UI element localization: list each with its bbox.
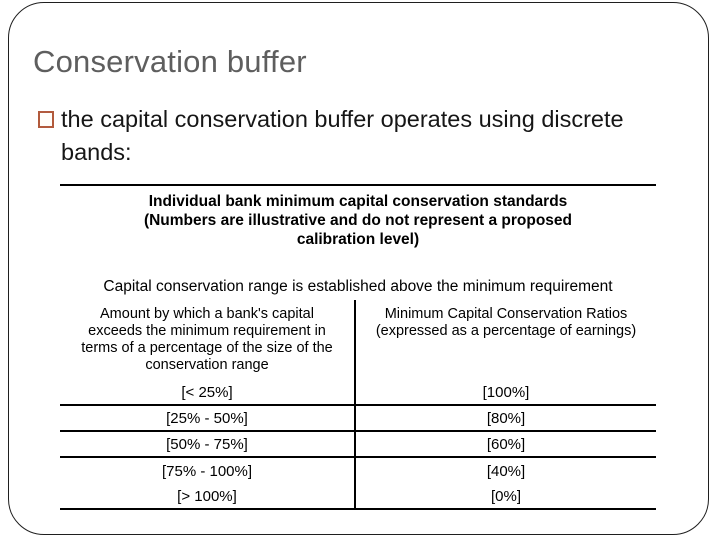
capital-range-cell: [50% - 75%]: [166, 435, 248, 453]
table-row: [50% - 75%] [60%]: [60, 432, 656, 458]
slide-border: [8, 2, 709, 535]
bullet-square-icon: [38, 111, 54, 128]
capital-range-header: Amount by which a bank's capital exceeds…: [81, 306, 333, 373]
bullet-item: the capital conservation buffer operates…: [38, 103, 681, 169]
table-row: [25% - 50%] [80%]: [60, 406, 656, 432]
table-heading-note: (Numbers are illustrative and do not rep…: [143, 212, 573, 248]
table-row: [> 100%] [0%]: [60, 484, 656, 508]
capital-range-cell: [25% - 50%]: [166, 409, 248, 427]
table-header-row: Amount by which a bank's capital exceeds…: [60, 300, 656, 380]
slide-title: Conservation buffer: [33, 44, 307, 79]
conservation-ratio-cell: [60%]: [354, 432, 656, 456]
conservation-ratio-cell: [80%]: [354, 406, 656, 430]
capital-range-cell: [> 100%]: [177, 487, 237, 505]
conservation-ratio-cell: [0%]: [354, 484, 656, 508]
table-heading: Individual bank minimum capital conserva…: [148, 193, 568, 210]
table-columns: Amount by which a bank's capital exceeds…: [60, 300, 656, 510]
capital-range-cell: [75% - 100%]: [161, 462, 253, 480]
conservation-ratio-cell: [100%]: [354, 380, 656, 404]
table-note: Capital conservation range is establishe…: [103, 278, 613, 295]
capital-range-cell: [< 25%]: [181, 383, 233, 401]
conservation-ratio-header: Minimum Capital Conservation Ratios (exp…: [375, 306, 637, 339]
table-row: [75% - 100%] [40%]: [60, 458, 656, 484]
capital-range-header-cell: Amount by which a bank's capital exceeds…: [60, 300, 354, 380]
bullet-text: the capital conservation buffer operates…: [61, 106, 624, 165]
table-row: [< 25%] [100%]: [60, 380, 656, 406]
table-heading-block: Individual bank minimum capital conserva…: [106, 192, 611, 249]
conservation-ratio-cell: [40%]: [354, 458, 656, 484]
conservation-standards-table: Individual bank minimum capital conserva…: [60, 184, 656, 510]
conservation-ratio-header-cell: Minimum Capital Conservation Ratios (exp…: [354, 300, 656, 380]
